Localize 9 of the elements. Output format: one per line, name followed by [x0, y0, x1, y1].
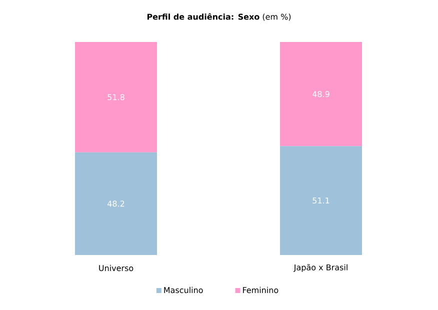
data-label: 48.9	[312, 91, 330, 98]
legend-label: Masculino	[164, 286, 203, 294]
data-label: 51.1	[312, 198, 330, 204]
chart-title: Perfil de audiência: Sexo (em %)	[147, 13, 291, 21]
legend-label: Feminino	[243, 286, 278, 294]
x-tick-label: Universo	[99, 264, 134, 272]
x-tick-label: Japão x Brasil	[293, 264, 348, 272]
data-label: 48.2	[107, 200, 124, 207]
data-label: 51.8	[108, 94, 124, 100]
